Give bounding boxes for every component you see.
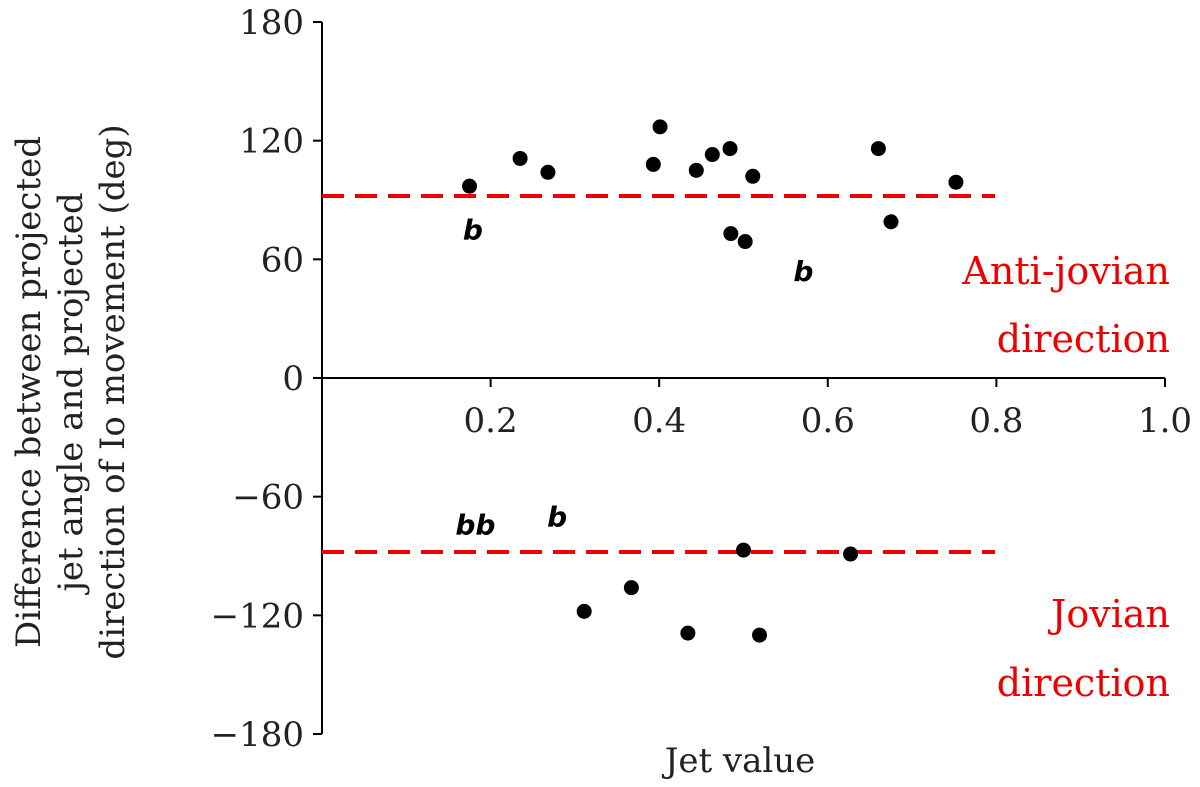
y-axis-title-line2: jet angle and projected (51, 192, 91, 595)
letter-marker: bb (455, 508, 495, 541)
axes (321, 22, 1165, 734)
annotation-anti-jovian: Anti-jovian direction (961, 249, 1170, 361)
data-points (462, 119, 964, 643)
data-point (688, 162, 704, 178)
data-point (645, 156, 661, 172)
data-point (512, 150, 528, 166)
x-axis-title: Jet value (662, 741, 816, 781)
x-tick-label: 0.8 (969, 401, 1023, 441)
y-tick-label: −60 (232, 478, 304, 518)
letter-marker: b (793, 255, 813, 288)
y-axis-title: Difference between projected jet angle a… (9, 124, 133, 659)
data-point (870, 141, 886, 157)
data-point (723, 226, 739, 242)
y-tick-label: 60 (261, 240, 304, 280)
letter-marker: b (547, 500, 567, 533)
y-tick-label: 180 (239, 3, 304, 43)
reference-lines (322, 194, 995, 555)
x-tick-label: 0.2 (464, 401, 518, 441)
data-point (623, 580, 639, 596)
annotation-jovian-line1: Jovian (1047, 592, 1170, 636)
data-point (736, 542, 751, 558)
y-ticks: 180 120 60 0 −60 −120 −180 (211, 3, 322, 755)
data-point (704, 147, 720, 163)
annotation-anti-jovian-line1: Anti-jovian (961, 249, 1170, 293)
y-tick-label: −180 (211, 715, 304, 755)
data-point (462, 178, 478, 194)
x-tick-label: 1.0 (1138, 401, 1192, 441)
data-point (576, 603, 592, 619)
x-tick-label: 0.6 (801, 401, 855, 441)
y-tick-label: 0 (282, 359, 304, 399)
data-point (752, 627, 768, 643)
data-point (540, 164, 556, 180)
y-axis-title-line3: direction of Io movement (deg) (93, 124, 133, 659)
data-point (883, 214, 899, 230)
annotation-jovian: Jovian direction (997, 592, 1170, 705)
x-tick-label: 0.4 (632, 401, 686, 441)
data-point (722, 141, 738, 157)
data-point (745, 168, 761, 184)
data-point (652, 119, 668, 135)
y-tick-label: 120 (239, 122, 304, 162)
annotation-jovian-line2: direction (997, 661, 1170, 705)
y-axis-title-line1: Difference between projected (9, 136, 49, 648)
y-tick-label: −120 (211, 596, 304, 636)
data-point (948, 174, 964, 190)
data-point (680, 625, 696, 641)
data-point (737, 234, 753, 250)
letter-marker: b (463, 214, 483, 247)
annotation-anti-jovian-line2: direction (997, 317, 1170, 361)
x-ticks: 0.2 0.4 0.6 0.8 1.0 (464, 378, 1192, 441)
data-point (843, 546, 859, 562)
